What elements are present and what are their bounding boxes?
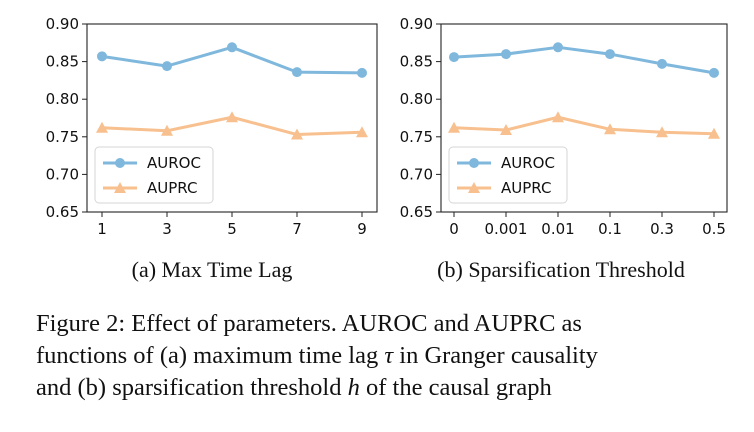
auprc-point (656, 126, 668, 138)
auprc-point (161, 124, 173, 136)
auprc-point (226, 111, 238, 123)
y-tick-label: 0.80 (46, 90, 79, 108)
x-tick-label: 0.3 (650, 220, 674, 238)
y-tick-label: 0.70 (46, 165, 79, 183)
auprc-point (708, 127, 720, 139)
x-tick-label: 3 (162, 220, 172, 238)
caption-line-2b: in Granger causality (393, 342, 598, 369)
legend-auroc-label: AUROC (501, 154, 555, 172)
y-tick-label: 0.85 (400, 53, 433, 71)
y-tick-label: 0.90 (46, 15, 79, 33)
auroc-point (709, 67, 719, 78)
auroc-point (501, 49, 511, 60)
y-tick-label: 0.75 (400, 128, 433, 146)
legend-auprc-marker (114, 182, 126, 193)
auroc-point (292, 67, 302, 78)
figure: 0.65 0.70 0.75 0.80 0.85 0.90 1 3 5 7 9 AUROC AUPRC (… (46, 15, 728, 282)
legend-auroc-marker (115, 158, 125, 168)
subcaption: (a) Max Time Lag (132, 257, 293, 282)
legend-auprc-marker (468, 182, 480, 193)
figure-caption: Figure 2: Effect of parameters. AUROC an… (36, 308, 736, 404)
y-tick-label: 0.65 (400, 203, 433, 221)
h-symbol: h (347, 374, 360, 401)
legend-auprc-label: AUPRC (501, 179, 551, 197)
plot-frame (440, 23, 728, 213)
x-tick-label: 1 (97, 220, 107, 238)
x-tick-label: 5 (227, 220, 237, 238)
x-tick-label: 0.5 (702, 220, 726, 238)
auroc-point (449, 52, 459, 63)
auroc-point (162, 61, 172, 72)
auroc-point (97, 51, 107, 62)
legend-auroc-label: AUROC (147, 154, 201, 172)
auprc-point (604, 123, 616, 135)
y-tick-label: 0.90 (400, 15, 433, 33)
auprc-point (291, 128, 303, 140)
x-tick-label: 0.001 (485, 220, 528, 238)
x-tick-label: 7 (292, 220, 302, 238)
tau-symbol: τ (384, 342, 394, 369)
y-tick-label: 0.70 (400, 165, 433, 183)
caption-line-3b: of the causal graph (359, 374, 552, 401)
x-tick-label: 0.1 (598, 220, 622, 238)
auroc-point (357, 67, 367, 78)
caption-line-1: Figure 2: Effect of parameters. AUROC an… (36, 310, 582, 337)
auroc-point (657, 58, 667, 69)
caption-line-2a: functions of (a) maximum time lag (36, 342, 385, 369)
chart-panel-b: 0.65 0.70 0.75 0.80 0.85 0.90 0 0.001 0.01 0.1 0.3… (400, 15, 728, 282)
auprc-line (453, 115, 715, 136)
x-tick-label: 0 (449, 220, 459, 238)
subcaption: (b) Sparsification Threshold (437, 257, 685, 282)
auroc-point (227, 42, 237, 53)
auprc-point (448, 121, 460, 133)
auprc-point (500, 124, 512, 136)
legend-auprc-label: AUPRC (147, 179, 197, 197)
x-tick-label: 0.01 (541, 220, 574, 238)
y-tick-label: 0.80 (400, 90, 433, 108)
auprc-point (96, 121, 108, 133)
caption-line-3a: and (b) sparsification threshold (36, 374, 348, 401)
legend-auroc-marker (469, 158, 479, 168)
auroc-point (553, 42, 563, 53)
auprc-point (552, 111, 564, 123)
chart-panel-a: 0.65 0.70 0.75 0.80 0.85 0.90 1 3 5 7 9 AUROC AUPRC (… (46, 15, 378, 282)
x-tick-label: 9 (357, 220, 367, 238)
y-tick-label: 0.65 (46, 203, 79, 221)
auprc-point (356, 126, 368, 138)
auroc-line (453, 45, 715, 75)
auroc-point (605, 49, 615, 60)
y-tick-label: 0.75 (46, 128, 79, 146)
y-tick-label: 0.85 (46, 53, 79, 71)
